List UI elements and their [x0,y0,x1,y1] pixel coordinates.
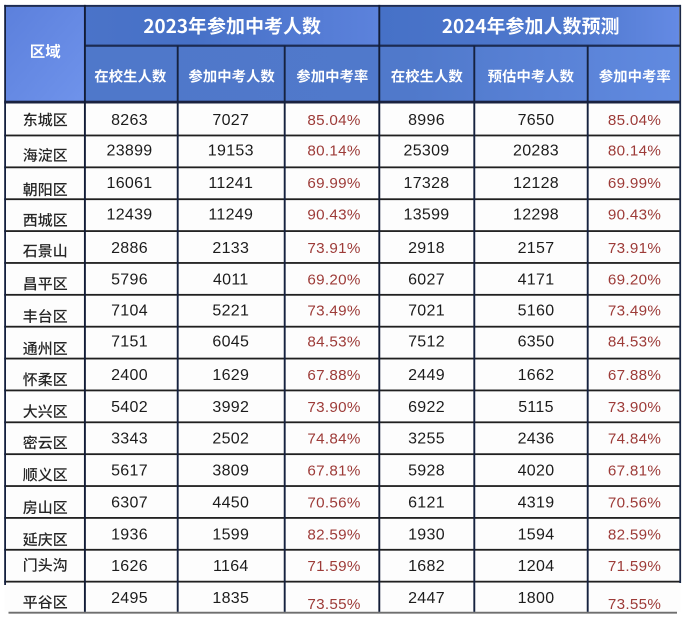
svg-text:23899: 23899 [107,142,153,159]
svg-text:5402: 5402 [111,399,148,416]
svg-text:7151: 7151 [111,334,148,351]
svg-text:71.59%: 71.59% [608,558,661,575]
svg-text:5115: 5115 [518,399,554,416]
svg-text:11241: 11241 [208,175,253,192]
svg-text:1682: 1682 [408,558,445,575]
svg-text:71.59%: 71.59% [307,558,360,575]
svg-text:1930: 1930 [408,526,445,543]
svg-text:17328: 17328 [404,175,450,192]
svg-text:12439: 12439 [107,207,153,224]
svg-text:8996: 8996 [408,112,445,129]
svg-text:6027: 6027 [408,271,445,288]
svg-text:70.56%: 70.56% [608,494,661,511]
svg-text:2918: 2918 [408,240,445,257]
svg-text:7650: 7650 [518,112,555,129]
svg-text:90.43%: 90.43% [608,207,661,224]
svg-text:69.20%: 69.20% [307,271,360,288]
svg-text:7027: 7027 [212,112,249,129]
svg-text:1800: 1800 [518,590,555,607]
svg-text:5221: 5221 [212,302,249,319]
svg-text:82.59%: 82.59% [307,526,360,543]
svg-text:3255: 3255 [408,431,445,448]
svg-text:16061: 16061 [107,175,153,192]
svg-text:84.53%: 84.53% [608,334,661,351]
svg-text:73.49%: 73.49% [307,302,360,319]
svg-text:2157: 2157 [518,240,555,257]
svg-text:8263: 8263 [111,112,148,129]
svg-text:73.91%: 73.91% [608,240,661,257]
svg-text:2133: 2133 [212,240,249,257]
svg-text:2447: 2447 [408,590,445,607]
svg-text:12128: 12128 [513,175,559,192]
svg-text:7512: 7512 [408,334,445,351]
svg-text:69.99%: 69.99% [307,175,360,192]
svg-text:4020: 4020 [518,463,555,480]
svg-text:1164: 1164 [213,558,249,575]
svg-text:1662: 1662 [518,367,555,384]
svg-text:67.88%: 67.88% [307,367,360,384]
svg-text:2886: 2886 [111,240,148,257]
svg-text:73.55%: 73.55% [307,596,360,613]
svg-text:6121: 6121 [408,494,445,511]
svg-text:67.81%: 67.81% [608,463,661,480]
svg-text:11249: 11249 [208,207,253,224]
svg-text:1629: 1629 [212,367,249,384]
svg-text:5617: 5617 [111,463,148,480]
svg-text:2449: 2449 [408,367,445,384]
svg-text:3992: 3992 [212,399,249,416]
svg-text:84.53%: 84.53% [307,334,360,351]
svg-text:1594: 1594 [518,526,555,543]
svg-text:5796: 5796 [111,271,148,288]
svg-text:3809: 3809 [212,463,249,480]
svg-text:1626: 1626 [111,558,148,575]
svg-text:2400: 2400 [111,367,148,384]
svg-text:73.90%: 73.90% [608,399,661,416]
svg-text:2502: 2502 [212,431,249,448]
svg-text:67.88%: 67.88% [608,367,661,384]
svg-text:6922: 6922 [408,399,445,416]
svg-text:80.14%: 80.14% [608,142,661,159]
svg-text:69.99%: 69.99% [608,175,661,192]
svg-text:7021: 7021 [408,302,445,319]
svg-text:2436: 2436 [518,431,555,448]
svg-text:90.43%: 90.43% [307,207,360,224]
svg-text:12298: 12298 [513,207,559,224]
svg-text:4171: 4171 [518,271,555,288]
svg-text:3343: 3343 [111,431,148,448]
svg-text:25309: 25309 [404,142,450,159]
svg-text:6350: 6350 [518,334,555,351]
svg-text:73.55%: 73.55% [608,596,661,613]
svg-text:1835: 1835 [212,590,249,607]
svg-text:74.84%: 74.84% [307,431,360,448]
svg-text:74.84%: 74.84% [608,431,661,448]
svg-text:69.20%: 69.20% [608,271,661,288]
svg-text:5160: 5160 [518,302,555,319]
svg-text:4011: 4011 [213,271,249,288]
svg-text:1599: 1599 [212,526,249,543]
svg-text:4450: 4450 [212,494,249,511]
svg-text:85.04%: 85.04% [307,112,360,129]
svg-text:20283: 20283 [513,142,559,159]
svg-text:70.56%: 70.56% [307,494,360,511]
svg-text:85.04%: 85.04% [608,112,661,129]
svg-text:7104: 7104 [111,302,148,319]
svg-text:73.90%: 73.90% [307,399,360,416]
svg-text:1204: 1204 [518,558,555,575]
svg-text:4319: 4319 [518,494,555,511]
svg-text:73.49%: 73.49% [608,302,661,319]
svg-text:6045: 6045 [212,334,249,351]
svg-text:73.91%: 73.91% [307,240,360,257]
svg-text:5928: 5928 [408,463,445,480]
svg-text:13599: 13599 [404,207,450,224]
svg-text:1936: 1936 [111,526,148,543]
svg-text:2495: 2495 [111,590,148,607]
svg-text:6307: 6307 [111,494,148,511]
svg-text:80.14%: 80.14% [307,142,360,159]
svg-text:82.59%: 82.59% [608,526,661,543]
svg-text:67.81%: 67.81% [307,463,360,480]
svg-text:19153: 19153 [208,142,254,159]
